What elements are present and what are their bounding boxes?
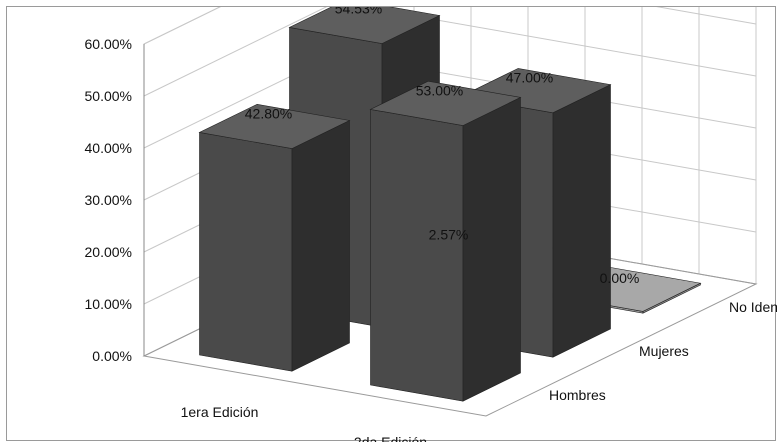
data-label: 47.00% <box>506 70 553 86</box>
depth-axis-label: Mujeres <box>639 343 689 359</box>
y-tick-label: 0.00% <box>92 348 132 364</box>
bar <box>199 132 293 372</box>
gridline <box>143 7 757 97</box>
x-category-label: 1era Edición <box>181 404 259 420</box>
gridline <box>143 7 221 45</box>
bar-side <box>552 84 611 358</box>
y-tick-label: 30.00% <box>85 192 132 208</box>
data-label: 2.57% <box>429 227 469 243</box>
y-tick-label: 50.00% <box>85 88 132 104</box>
data-label: 54.53% <box>335 7 382 16</box>
bar <box>370 109 464 402</box>
bar-top <box>369 80 522 126</box>
y-tick-label: 60.00% <box>85 36 132 52</box>
bar-top <box>288 7 441 44</box>
data-label: 53.00% <box>416 82 463 98</box>
data-label: 42.80% <box>245 105 292 121</box>
y-tick-label: 10.00% <box>85 296 132 312</box>
depth-axis-label: No Identificados <box>729 299 777 315</box>
x-category-label: 2da Edición <box>354 434 427 442</box>
depth-axis-label: Hombres <box>549 387 606 403</box>
chart-frame: 0.00% 10.00% 20.00% 30.00% 40.00% 50.00% 60.00… <box>6 6 777 442</box>
bar-side <box>462 96 521 402</box>
bar-side <box>291 120 350 372</box>
y-tick-label: 40.00% <box>85 140 132 156</box>
chart-plot: 0.00% 10.00% 20.00% 30.00% 40.00% 50.00% 60.00… <box>85 7 777 442</box>
data-label: 0.00% <box>600 270 640 286</box>
y-tick-label: 20.00% <box>85 244 132 260</box>
bar-top <box>198 103 351 149</box>
